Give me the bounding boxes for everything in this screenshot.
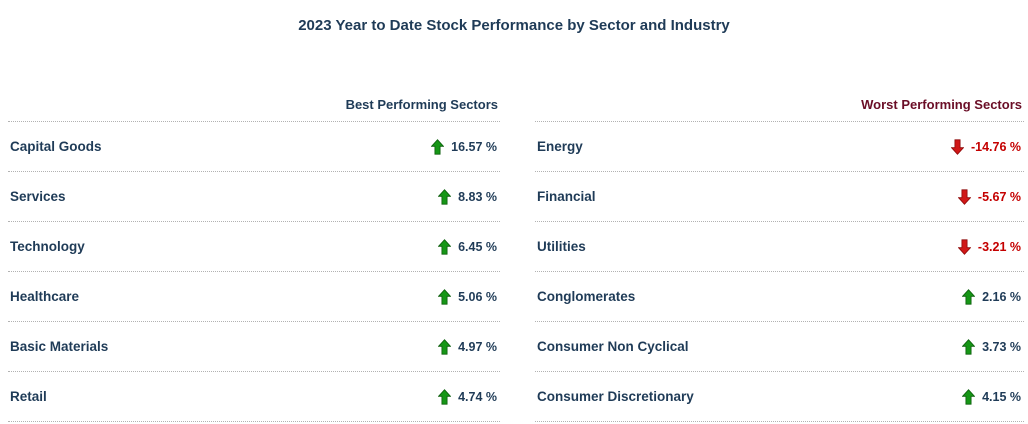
sector-row-technology: Technology 6.45 %	[8, 222, 500, 272]
performance-indicator: 8.83 %	[438, 188, 497, 205]
performance-indicator: 4.97 %	[438, 338, 497, 355]
performance-indicator: 4.74 %	[438, 388, 497, 405]
performance-value: 5.06 %	[458, 289, 497, 304]
up-arrow-icon	[962, 388, 976, 405]
up-arrow-icon	[438, 238, 452, 255]
performance-indicator: 4.15 %	[962, 388, 1021, 405]
down-arrow-icon	[950, 138, 964, 155]
sector-row-retail: Retail 4.74 %	[8, 372, 500, 422]
up-arrow-icon	[438, 388, 452, 405]
sector-row-utilities: Utilities -3.21 %	[535, 222, 1024, 272]
performance-indicator: -5.67 %	[957, 188, 1021, 205]
performance-indicator: -14.76 %	[950, 138, 1021, 155]
performance-value: 4.15 %	[982, 389, 1021, 404]
performance-indicator: -3.21 %	[957, 238, 1021, 255]
performance-value: 16.57 %	[451, 139, 497, 154]
performance-value: -5.67 %	[977, 189, 1021, 204]
sector-row-basic-materials: Basic Materials 4.97 %	[8, 322, 500, 372]
sector-row-capital-goods: Capital Goods 16.57 %	[8, 122, 500, 172]
sector-label: Healthcare	[10, 289, 80, 304]
sector-label: Technology	[10, 239, 85, 254]
sector-row-financial: Financial -5.67 %	[535, 172, 1024, 222]
up-arrow-icon	[438, 188, 452, 205]
sector-label: Consumer Non Cyclical	[537, 339, 689, 354]
sector-row-healthcare: Healthcare 5.06 %	[8, 272, 500, 322]
performance-columns: Best Performing Sectors Capital Goods 16…	[0, 35, 1028, 422]
up-arrow-icon	[438, 338, 452, 355]
sector-label: Financial	[537, 189, 596, 204]
performance-indicator: 5.06 %	[438, 288, 497, 305]
sector-row-energy: Energy -14.76 %	[535, 122, 1024, 172]
performance-value: 3.73 %	[982, 339, 1021, 354]
performance-value: 4.74 %	[458, 389, 497, 404]
up-arrow-icon	[962, 288, 976, 305]
down-arrow-icon	[957, 188, 971, 205]
page-title: 2023 Year to Date Stock Performance by S…	[298, 17, 730, 34]
best-performing-header: Best Performing Sectors	[8, 35, 500, 122]
sector-row-services: Services 8.83 %	[8, 172, 500, 222]
performance-indicator: 2.16 %	[962, 288, 1021, 305]
performance-indicator: 3.73 %	[962, 338, 1021, 355]
up-arrow-icon	[438, 288, 452, 305]
down-arrow-icon	[957, 238, 971, 255]
performance-indicator: 6.45 %	[438, 238, 497, 255]
best-performing-column: Best Performing Sectors Capital Goods 16…	[8, 35, 500, 422]
up-arrow-icon	[431, 138, 445, 155]
sector-label: Capital Goods	[10, 139, 102, 154]
worst-performing-header: Worst Performing Sectors	[535, 35, 1024, 122]
sector-row-conglomerates: Conglomerates 2.16 %	[535, 272, 1024, 322]
sector-label: Consumer Discretionary	[537, 389, 694, 404]
sector-label: Services	[10, 189, 66, 204]
sector-label: Retail	[10, 389, 47, 404]
performance-value: -3.21 %	[977, 239, 1021, 254]
sector-label: Utilities	[537, 239, 586, 254]
performance-value: 6.45 %	[458, 239, 497, 254]
worst-performing-column: Worst Performing Sectors Energy -14.76 %…	[535, 35, 1024, 422]
sector-row-consumer-non-cyclical: Consumer Non Cyclical 3.73 %	[535, 322, 1024, 372]
sector-label: Basic Materials	[10, 339, 109, 354]
performance-value: 2.16 %	[982, 289, 1021, 304]
performance-value: 8.83 %	[458, 189, 497, 204]
up-arrow-icon	[962, 338, 976, 355]
performance-value: 4.97 %	[458, 339, 497, 354]
sector-row-consumer-discretionary: Consumer Discretionary 4.15 %	[535, 372, 1024, 422]
performance-value: -14.76 %	[970, 139, 1021, 154]
sector-label: Conglomerates	[537, 289, 636, 304]
performance-indicator: 16.57 %	[431, 138, 497, 155]
sector-label: Energy	[537, 139, 583, 154]
